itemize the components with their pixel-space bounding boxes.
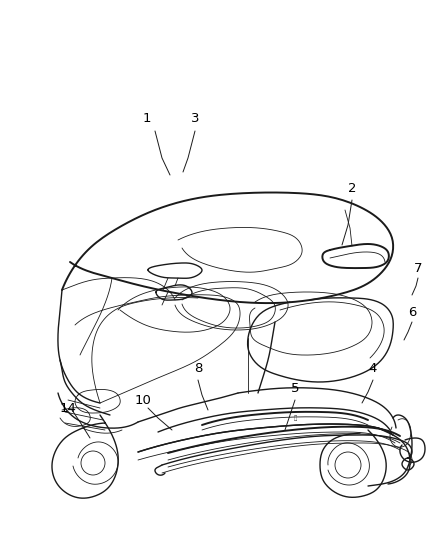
Text: 1: 1 [143, 111, 151, 125]
Text: 14: 14 [60, 401, 77, 415]
Text: 5: 5 [291, 382, 299, 394]
Text: 3: 3 [191, 111, 199, 125]
Text: 10: 10 [134, 393, 152, 407]
Text: 7: 7 [414, 262, 422, 274]
Text: 8: 8 [194, 361, 202, 375]
Text: 6: 6 [408, 305, 416, 319]
Text: 4: 4 [369, 361, 377, 375]
Text: 2: 2 [348, 182, 356, 195]
Text: 🔵: 🔵 [293, 415, 297, 421]
